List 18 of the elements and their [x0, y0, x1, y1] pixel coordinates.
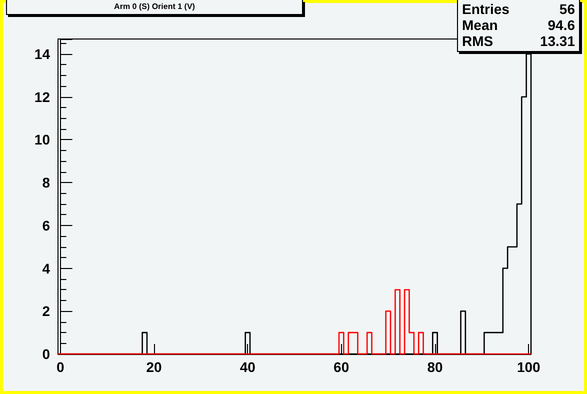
y-tick-label: 6 [42, 217, 50, 234]
x-tick-label: 40 [240, 359, 256, 375]
y-tick-label: 2 [42, 303, 50, 320]
y-tick-label: 14 [34, 46, 50, 62]
y-tick-label: 4 [42, 260, 50, 276]
y-tick-label: 12 [34, 88, 50, 105]
y-tick-label: 8 [42, 174, 50, 191]
x-tick-label: 100 [516, 359, 541, 375]
text: RMS 13.31 [462, 33, 575, 49]
x-tick-label: 20 [146, 359, 162, 375]
x-tick-label: 0 [56, 359, 64, 375]
chart-title: Arm 0 (S) Orient 1 (V) [6, 0, 303, 15]
x-tick-label: 60 [334, 359, 350, 375]
text: Mean 94.6 [462, 17, 575, 33]
x-tick-label: 80 [427, 359, 443, 375]
text: Entries 56 [462, 1, 575, 17]
y-tick-label: 10 [34, 132, 50, 148]
y-tick-label: 0 [42, 346, 50, 362]
